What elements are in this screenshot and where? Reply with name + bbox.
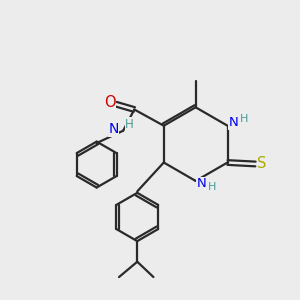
Text: H: H bbox=[208, 182, 216, 192]
Text: S: S bbox=[257, 157, 267, 172]
Text: N: N bbox=[229, 116, 238, 129]
Text: N: N bbox=[197, 177, 206, 190]
Text: O: O bbox=[104, 95, 116, 110]
Text: N: N bbox=[108, 122, 119, 136]
Text: H: H bbox=[239, 114, 248, 124]
Text: H: H bbox=[125, 118, 134, 131]
